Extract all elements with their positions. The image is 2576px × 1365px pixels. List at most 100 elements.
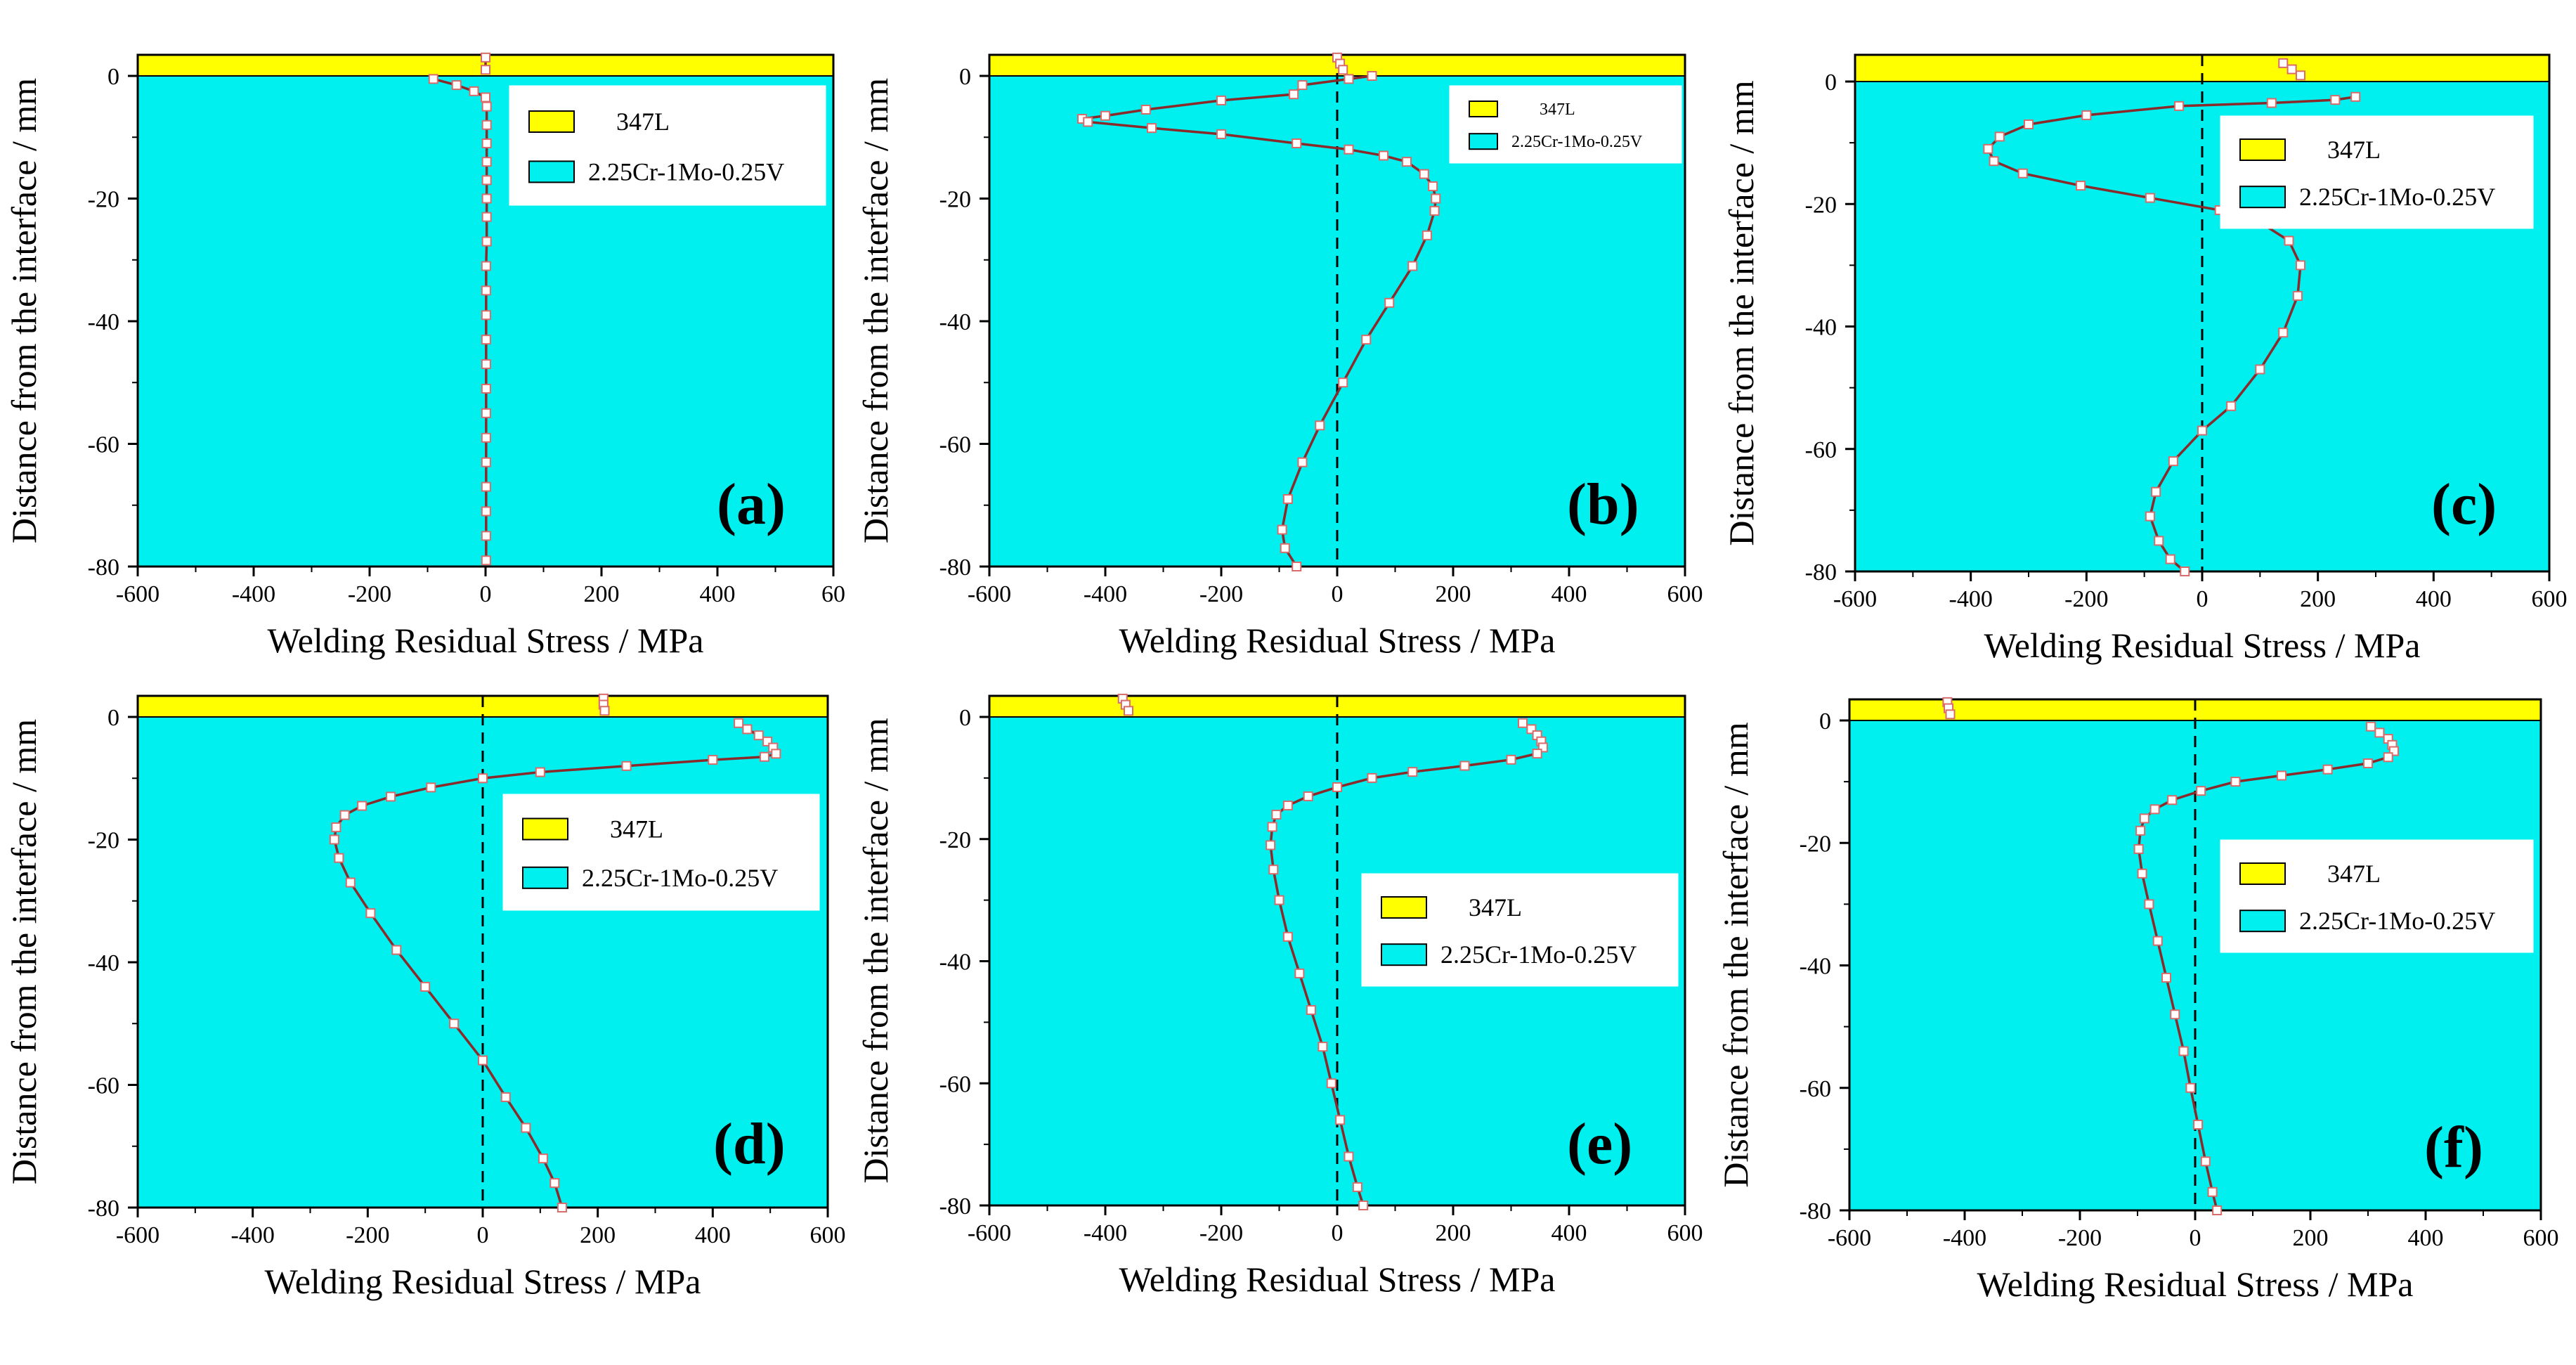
legend-label-base-metal: 2.25Cr-1Mo-0.25V — [1511, 133, 1643, 151]
legend-swatch-base-metal — [528, 160, 575, 183]
chart-panel-a: -600 -400 -200 0 200 400 600-20-40-60-80Weldin… — [4, 52, 845, 660]
data-point-base — [2161, 972, 2171, 983]
data-point-clad — [599, 706, 610, 716]
x-axis-title: Welding Residual Stress / MPa — [268, 621, 704, 660]
panel-label: (a) — [717, 472, 786, 537]
data-point-base — [2135, 825, 2146, 836]
data-point-base — [478, 773, 488, 784]
x-tick-label: -600 — [116, 1222, 160, 1248]
data-point-base — [2383, 752, 2393, 763]
x-tick-label: 400 — [2408, 1225, 2444, 1251]
data-point-base — [2374, 727, 2385, 738]
data-point-clad — [2278, 58, 2289, 68]
data-point-base — [481, 531, 491, 541]
x-tick-label: 200 — [2300, 586, 2336, 612]
data-point-base — [1326, 1078, 1336, 1089]
data-point-base — [2322, 764, 2333, 775]
data-point-base — [2178, 1046, 2189, 1056]
data-point-base — [481, 555, 491, 566]
data-point-base — [1147, 123, 1157, 134]
x-tick-label: 600 — [2523, 1225, 2559, 1251]
data-point-base — [1216, 129, 1226, 139]
x-tick-label: -400 — [232, 581, 275, 607]
data-point-base — [1100, 110, 1110, 121]
y-tick-label: -40 — [939, 950, 971, 976]
x-tick-label: 600 — [2532, 586, 2568, 612]
x-tick-label: 600 — [1667, 1220, 1703, 1246]
data-point-base — [481, 101, 492, 112]
data-point-base — [1140, 104, 1151, 115]
data-point-base — [2170, 1009, 2180, 1020]
data-point-base — [1266, 840, 1276, 850]
data-point-base — [753, 730, 764, 741]
data-point-base — [2144, 899, 2154, 910]
x-tick-label: -200 — [346, 1222, 389, 1248]
data-point-base — [2292, 290, 2303, 301]
legend-swatch-347l — [2239, 138, 2286, 161]
data-point-base — [345, 877, 356, 888]
x-tick-label: -200 — [2064, 586, 2108, 612]
data-point-base — [621, 761, 632, 771]
data-point-base — [2266, 98, 2277, 108]
y-tick-label: -40 — [88, 309, 119, 335]
data-point-base — [1315, 420, 1325, 431]
data-point-base — [1292, 138, 1302, 148]
data-point-base — [2330, 95, 2341, 105]
y-tick-label: -40 — [1805, 315, 1837, 341]
data-point-base — [428, 74, 438, 84]
panel-label: (f) — [2424, 1115, 2483, 1180]
x-tick-label: -200 — [348, 581, 391, 607]
y-tick-label: 0 — [1825, 70, 1837, 96]
data-point-clad — [481, 52, 490, 63]
x-tick-label: 0 — [480, 581, 492, 607]
x-tick-label: 0 — [2190, 1225, 2201, 1251]
data-point-base — [708, 755, 718, 765]
panel-label: (b) — [1567, 472, 1639, 537]
x-tick-label: -600 — [968, 581, 1011, 607]
data-point-base — [549, 1178, 560, 1189]
legend-box — [1449, 85, 1682, 164]
legend-swatch-347l — [1381, 896, 1427, 919]
y-tick-label: -20 — [88, 828, 119, 854]
data-point-base — [2226, 401, 2237, 411]
x-axis-title: Welding Residual Stress / MPa — [265, 1262, 701, 1301]
data-point-base — [1282, 931, 1293, 942]
legend-box — [2220, 839, 2534, 953]
data-point-base — [1367, 71, 1377, 81]
legend-box — [2220, 115, 2534, 229]
data-point-base — [1332, 782, 1342, 792]
data-point-base — [2167, 795, 2178, 806]
data-point-clad — [481, 65, 490, 75]
data-point-base — [2200, 1156, 2211, 1167]
data-point-base — [339, 810, 350, 820]
legend-label-base-metal: 2.25Cr-1Mo-0.25V — [588, 157, 784, 186]
data-point-base — [481, 157, 492, 167]
data-point-base — [1338, 377, 1348, 388]
data-point-base — [481, 212, 492, 222]
data-point-base — [1292, 562, 1302, 571]
data-point-base — [1344, 1151, 1354, 1162]
x-axis-title: Welding Residual Stress / MPa — [1984, 626, 2421, 665]
x-tick-label: 0 — [2197, 586, 2209, 612]
data-point-base — [1367, 772, 1377, 783]
x-tick-label: 400 — [1552, 581, 1587, 607]
data-point-base — [2145, 193, 2155, 203]
x-tick-label: 0 — [1332, 1220, 1344, 1246]
data-point-base — [481, 481, 491, 492]
legend-swatch-347l — [1469, 101, 1498, 117]
data-point-base — [1277, 524, 1287, 535]
data-point-base — [557, 1203, 567, 1212]
y-tick-label: -60 — [1805, 437, 1837, 463]
x-tick-label: -200 — [2058, 1225, 2102, 1251]
data-point-base — [469, 86, 479, 96]
panel-label: (d) — [713, 1111, 786, 1177]
data-point-base — [1989, 156, 1999, 167]
data-point-base — [2350, 91, 2361, 102]
series-line-base — [1078, 75, 1438, 567]
data-point-base — [1983, 143, 1993, 154]
y-tick-label: -20 — [939, 827, 971, 853]
data-point-base — [365, 908, 376, 919]
y-tick-label: 0 — [959, 705, 971, 731]
data-point-base — [2081, 110, 2092, 120]
data-point-base — [386, 791, 396, 802]
